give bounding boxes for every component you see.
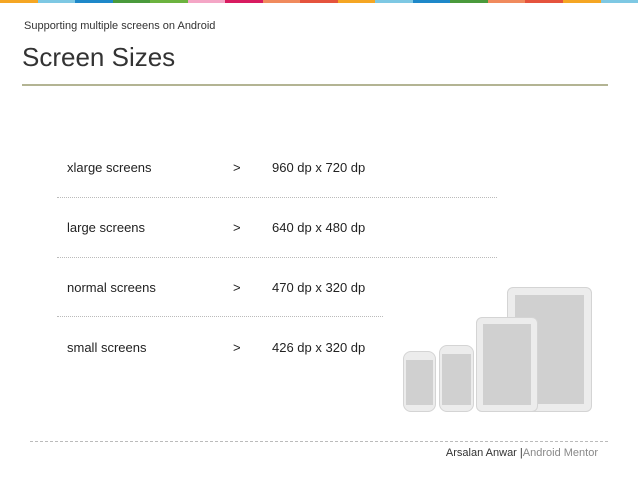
footer-divider (30, 441, 608, 442)
size-name: large screens (67, 220, 146, 235)
slide-subtitle: Supporting multiple screens on Android (24, 20, 216, 32)
color-segment (375, 0, 413, 3)
size-value: 426 dp x 320 dp (272, 340, 366, 355)
title-rule (22, 84, 608, 86)
size-name: normal screens (67, 280, 156, 295)
color-segment (562, 0, 601, 3)
role: Android Mentor (522, 447, 598, 459)
arrow: > (233, 160, 241, 175)
normal-phone-icon (439, 345, 474, 412)
separator: | (519, 447, 523, 459)
top-color-bar (0, 0, 638, 3)
size-name: small screens (67, 340, 147, 355)
color-segment (412, 0, 451, 3)
color-segment (337, 0, 376, 3)
color-segment (487, 0, 526, 3)
size-value: 960 dp x 720 dp (272, 160, 366, 175)
small-phone-icon (403, 351, 436, 412)
color-segment (37, 0, 76, 3)
color-segment (450, 0, 488, 3)
row-divider (57, 197, 497, 198)
arrow: > (233, 280, 241, 295)
color-segment (600, 0, 638, 3)
row-divider (57, 316, 383, 317)
color-segment (112, 0, 151, 3)
arrow: > (233, 220, 241, 235)
slide-title: Screen Sizes (22, 42, 176, 72)
color-segment (0, 0, 38, 3)
author: Arsalan Anwar (445, 447, 517, 459)
color-segment (525, 0, 563, 3)
color-segment (262, 0, 301, 3)
color-segment (300, 0, 338, 3)
row-divider (57, 257, 497, 258)
size-value: 640 dp x 480 dp (272, 220, 366, 235)
size-name: xlarge screens (67, 160, 152, 175)
size-value: 470 dp x 320 dp (272, 280, 366, 295)
color-segment (150, 0, 188, 3)
arrow: > (233, 340, 241, 355)
large-tablet-icon (476, 317, 538, 412)
footer-credit: Arsalan Anwar |Android Mentor (446, 447, 598, 459)
color-segment (187, 0, 226, 3)
color-segment (225, 0, 263, 3)
color-segment (75, 0, 113, 3)
